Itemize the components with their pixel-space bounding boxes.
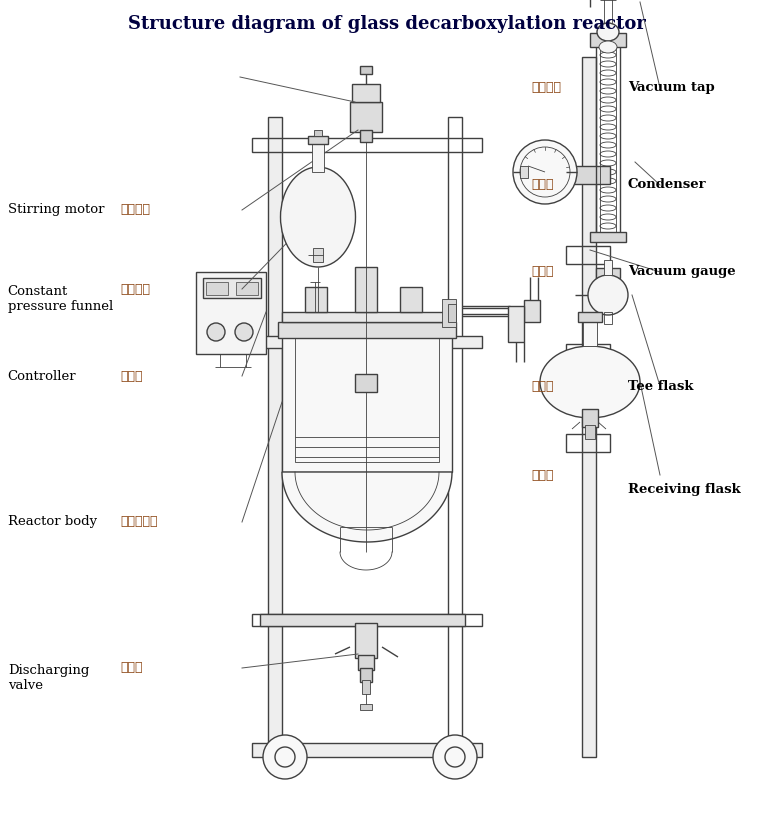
Text: 冷凝器: 冷凝器 [531,178,553,192]
Bar [600,47,616,232]
Ellipse shape [281,167,356,267]
Bar [313,248,323,262]
Text: 三通瓶: 三通瓶 [531,380,553,393]
Bar [596,41,620,236]
Circle shape [207,323,225,341]
Text: Reactor body: Reactor body [8,515,97,529]
Text: Vacuum tap: Vacuum tap [628,81,715,95]
Text: 恒压漏斗: 恒压漏斗 [120,283,150,296]
Text: 卸料阀: 卸料阀 [120,661,143,674]
Bar [590,33,626,47]
Bar [524,300,540,322]
Text: Tee flask: Tee flask [628,380,694,393]
Bar [566,434,610,452]
Bar [312,142,324,172]
Bar [236,282,258,295]
Bar [268,117,282,757]
Bar [358,655,374,670]
Bar [252,614,482,626]
Text: 真空抜头: 真空抜头 [531,81,561,95]
Circle shape [513,140,577,204]
Bar [308,136,328,144]
Text: Condenser: Condenser [628,178,706,192]
Bar [355,374,377,392]
Bar [278,322,456,338]
Bar [295,337,439,462]
Bar [596,268,620,278]
Text: Discharging
valve: Discharging valve [8,664,89,692]
Bar [314,130,322,136]
Ellipse shape [597,23,619,41]
Bar [252,138,482,152]
Bar [400,287,422,312]
Ellipse shape [599,41,617,53]
Text: 反应釜龜体: 反应釜龜体 [120,515,157,529]
Bar [252,743,482,757]
Bar [566,166,610,184]
Bar [566,246,610,264]
Text: Structure diagram of glass decarboxylation reactor: Structure diagram of glass decarboxylati… [128,15,646,33]
Bar [590,232,626,242]
Bar [352,84,380,102]
Circle shape [433,735,477,779]
Text: Stirring motor: Stirring motor [8,203,105,216]
Circle shape [275,747,295,767]
Circle shape [235,323,253,341]
Bar [582,409,598,427]
Text: 搞拌电机: 搞拌电机 [120,203,150,216]
Bar [566,344,610,362]
Circle shape [588,275,628,315]
Text: Constant
pressure funnel: Constant pressure funnel [8,285,113,313]
Bar [362,680,370,694]
Bar [196,272,266,354]
Bar [520,166,528,178]
Bar [355,267,377,312]
Bar [604,260,612,275]
Bar [582,57,596,757]
Bar [360,704,372,710]
Bar [355,623,377,658]
Bar [578,312,602,322]
Ellipse shape [540,346,640,418]
Text: 控制器: 控制器 [120,370,143,383]
Bar [282,312,452,322]
Text: Receiving flask: Receiving flask [628,483,740,496]
Bar [448,304,456,322]
Bar [305,287,327,312]
Polygon shape [282,472,452,542]
Bar [442,299,456,327]
Bar [604,0,612,32]
Bar [206,282,228,295]
Bar [585,425,595,439]
Text: 收集瓶: 收集瓶 [531,469,553,482]
Bar [360,668,372,682]
Bar [360,130,372,142]
Bar [583,321,597,346]
Bar [282,337,452,472]
Text: Controller: Controller [8,370,77,383]
Bar [604,312,612,324]
Bar [508,306,524,342]
Text: Vacuum gauge: Vacuum gauge [628,265,735,278]
Text: 真空表: 真空表 [531,265,553,278]
Bar [360,66,372,74]
Circle shape [263,735,307,779]
Circle shape [445,747,465,767]
Bar [260,614,465,626]
Bar [350,102,382,132]
Bar [448,117,462,757]
Bar [252,336,482,348]
Bar [203,278,261,298]
